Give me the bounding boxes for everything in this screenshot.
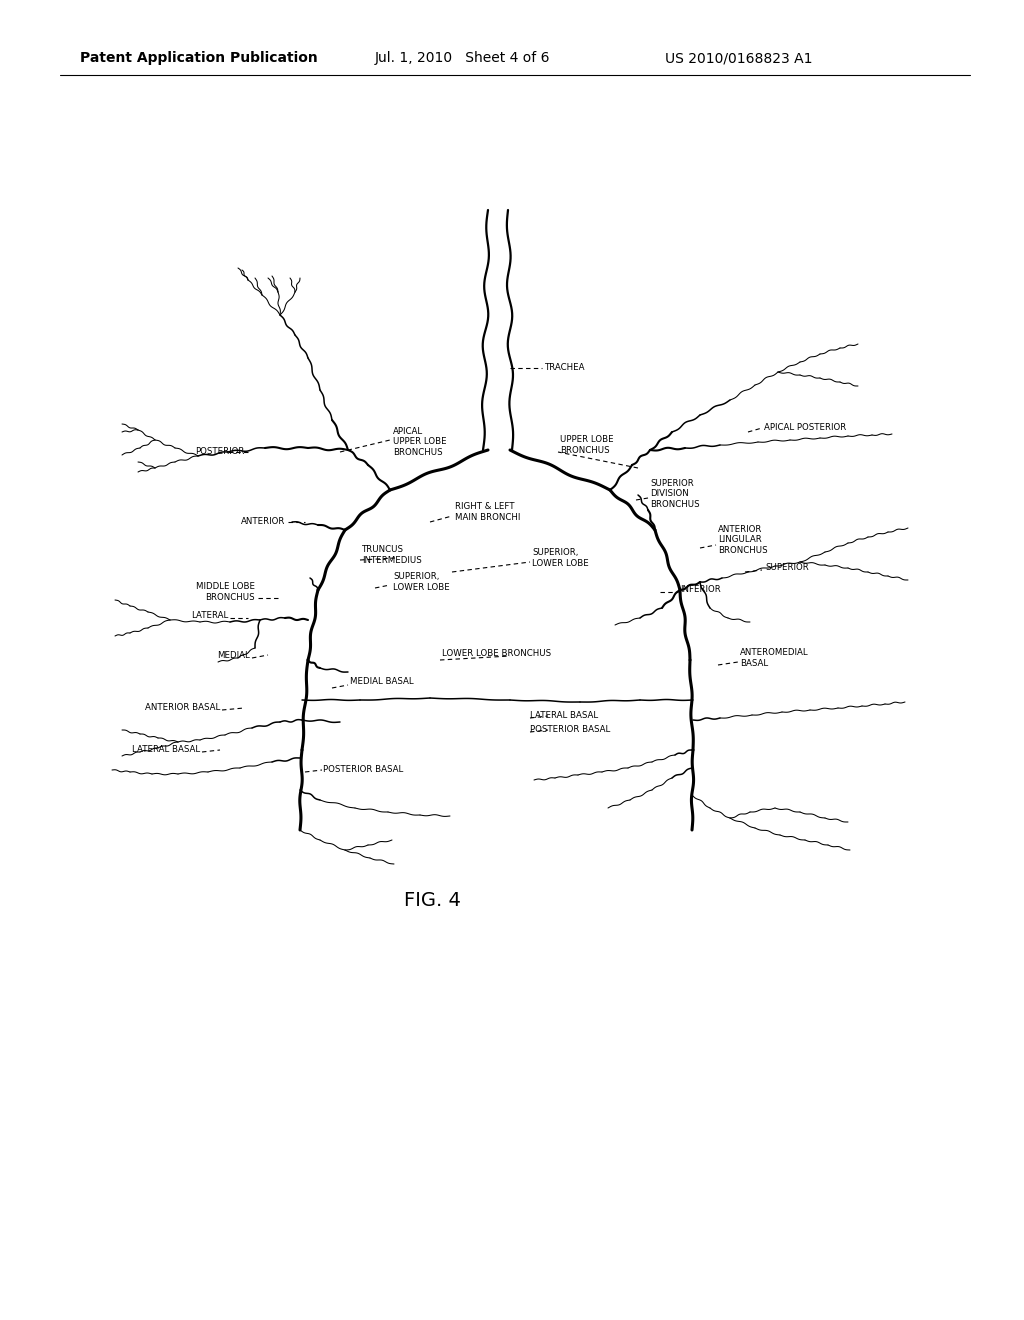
Text: TRUNCUS
INTERMEDIUS: TRUNCUS INTERMEDIUS [362, 545, 422, 565]
Text: MEDIAL BASAL: MEDIAL BASAL [350, 677, 414, 686]
Text: RIGHT & LEFT
MAIN BRONCHI: RIGHT & LEFT MAIN BRONCHI [455, 503, 520, 521]
Text: FIG. 4: FIG. 4 [403, 891, 461, 909]
Text: INFERIOR: INFERIOR [680, 586, 721, 594]
Text: POSTERIOR BASAL: POSTERIOR BASAL [323, 766, 403, 775]
Text: APICAL
UPPER LOBE
BRONCHUS: APICAL UPPER LOBE BRONCHUS [393, 428, 446, 457]
Text: POSTERIOR BASAL: POSTERIOR BASAL [530, 726, 610, 734]
Text: SUPERIOR
DIVISION
BRONCHUS: SUPERIOR DIVISION BRONCHUS [650, 479, 699, 510]
Text: Jul. 1, 2010   Sheet 4 of 6: Jul. 1, 2010 Sheet 4 of 6 [375, 51, 551, 65]
Text: LATERAL: LATERAL [190, 610, 228, 619]
Text: MEDIAL: MEDIAL [217, 651, 250, 660]
Text: SUPERIOR,
LOWER LOBE: SUPERIOR, LOWER LOBE [532, 548, 589, 568]
Text: LATERAL BASAL: LATERAL BASAL [530, 710, 598, 719]
Text: LATERAL BASAL: LATERAL BASAL [132, 746, 200, 755]
Text: UPPER LOBE
BRONCHUS: UPPER LOBE BRONCHUS [560, 436, 613, 454]
Text: LOWER LOBE BRONCHUS: LOWER LOBE BRONCHUS [442, 649, 551, 659]
Text: ANTERIOR BASAL: ANTERIOR BASAL [144, 704, 220, 713]
Text: TRACHEA: TRACHEA [545, 363, 586, 372]
Text: POSTERIOR: POSTERIOR [196, 447, 245, 457]
Text: SUPERIOR: SUPERIOR [765, 564, 809, 573]
Text: MIDDLE LOBE
BRONCHUS: MIDDLE LOBE BRONCHUS [196, 582, 255, 602]
Text: US 2010/0168823 A1: US 2010/0168823 A1 [665, 51, 812, 65]
Text: ANTEROMEDIAL
BASAL: ANTEROMEDIAL BASAL [740, 648, 809, 668]
Text: APICAL POSTERIOR: APICAL POSTERIOR [764, 424, 846, 433]
Text: ANTERIOR
LINGULAR
BRONCHUS: ANTERIOR LINGULAR BRONCHUS [718, 525, 768, 554]
Text: ANTERIOR: ANTERIOR [241, 517, 285, 527]
Text: Patent Application Publication: Patent Application Publication [80, 51, 317, 65]
Text: SUPERIOR,
LOWER LOBE: SUPERIOR, LOWER LOBE [393, 573, 450, 591]
